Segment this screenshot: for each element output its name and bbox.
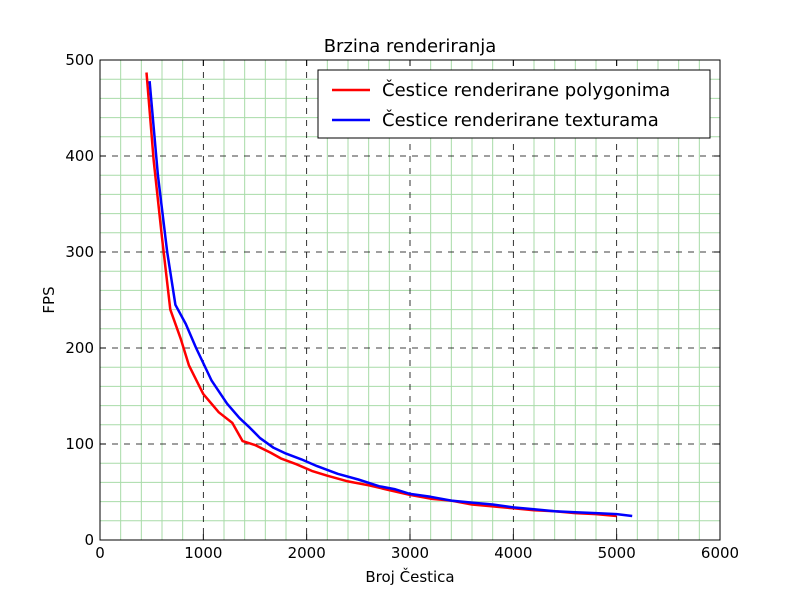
plot-frame — [99, 59, 721, 541]
chart-title: Brzina renderiranja — [324, 36, 497, 57]
y-tick-label: 500 — [65, 51, 94, 69]
y-axis-label: FPS — [40, 286, 58, 313]
x-tick-label: 3000 — [391, 544, 429, 562]
x-tick-label: 0 — [95, 544, 105, 562]
legend-label-2: Čestice renderirane texturama — [382, 109, 659, 131]
y-tick-label: 100 — [65, 435, 94, 453]
y-tick-label: 0 — [84, 531, 94, 549]
series-line-2 — [148, 80, 633, 518]
y-tick-label: 200 — [65, 339, 94, 357]
y-tick-label: 400 — [65, 147, 94, 165]
x-tick-label: 2000 — [288, 544, 326, 562]
x-axis-label: Broj Čestica — [365, 567, 454, 586]
x-tick-label: 5000 — [598, 544, 636, 562]
legend-box — [317, 69, 711, 139]
x-tick-label: 4000 — [494, 544, 532, 562]
legend-label-1: Čestice renderirane polygonima — [382, 79, 670, 101]
y-tick-label: 300 — [65, 243, 94, 261]
x-tick-label: 1000 — [184, 544, 222, 562]
x-tick-label: 6000 — [701, 544, 739, 562]
